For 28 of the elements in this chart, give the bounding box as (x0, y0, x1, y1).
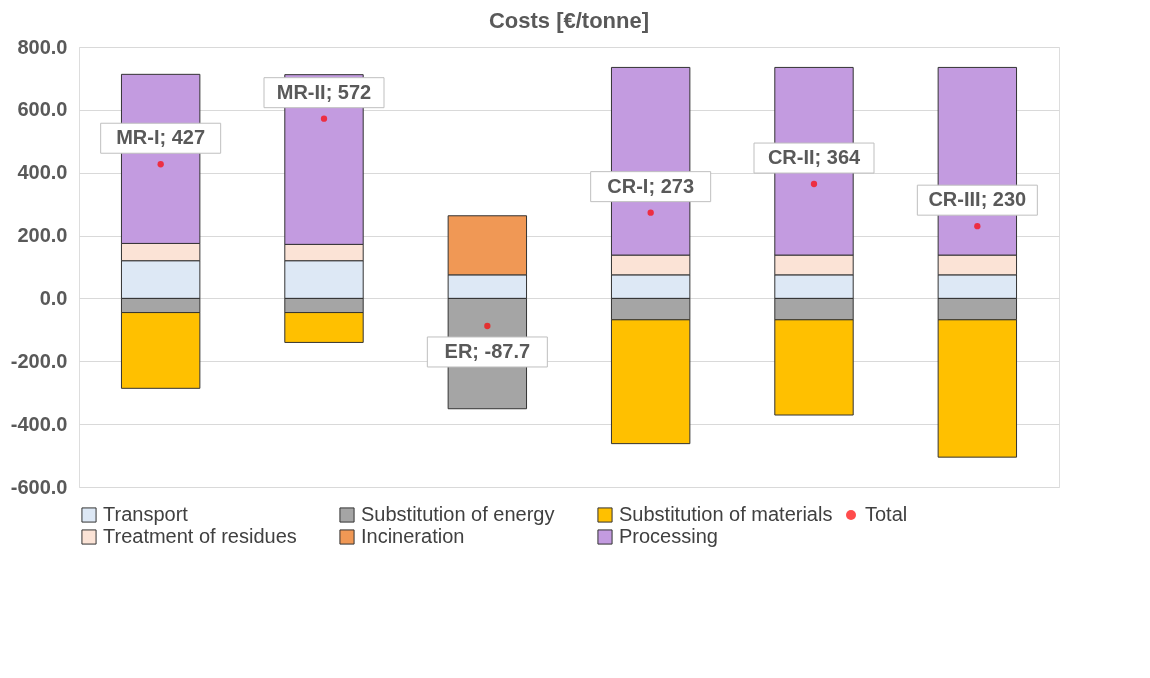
point (320, 115, 328, 122)
legend-label: Treatment of residues (103, 525, 297, 547)
legend-label: Processing (619, 525, 718, 547)
legend-label: Substitution of materials (619, 503, 833, 525)
y-tick-label: -400.0 (10, 412, 68, 435)
legend-label: Substitution of energy (361, 503, 555, 525)
chart-title: Costs [€/tonne] (488, 8, 650, 33)
data-label: ER; -87.7 (444, 339, 531, 362)
data-label: CR-I; 273 (607, 174, 695, 197)
y-tick-label: 200.0 (17, 224, 68, 247)
legend-label: Total (865, 503, 908, 525)
y-tick-label: 600.0 (17, 98, 68, 121)
point (810, 180, 818, 188)
y-tick-label: -600.0 (10, 475, 68, 498)
point (157, 161, 164, 168)
y-tick-label: 0.0 (39, 286, 68, 309)
point (484, 322, 491, 330)
legend-label: Incineration (361, 525, 465, 547)
point (974, 222, 981, 230)
data-label: CR-II; 364 (767, 146, 861, 169)
y-tick-label: 400.0 (17, 161, 68, 184)
data-label: MR-I; 427 (116, 126, 206, 149)
point (647, 209, 654, 216)
y-tick-label: 800.0 (17, 35, 68, 58)
legend-label: Transport (103, 503, 189, 525)
data-label: MR-II; 572 (276, 80, 372, 103)
y-tick-label: -200.0 (10, 349, 68, 372)
data-label: CR-III; 230 (928, 188, 1027, 211)
